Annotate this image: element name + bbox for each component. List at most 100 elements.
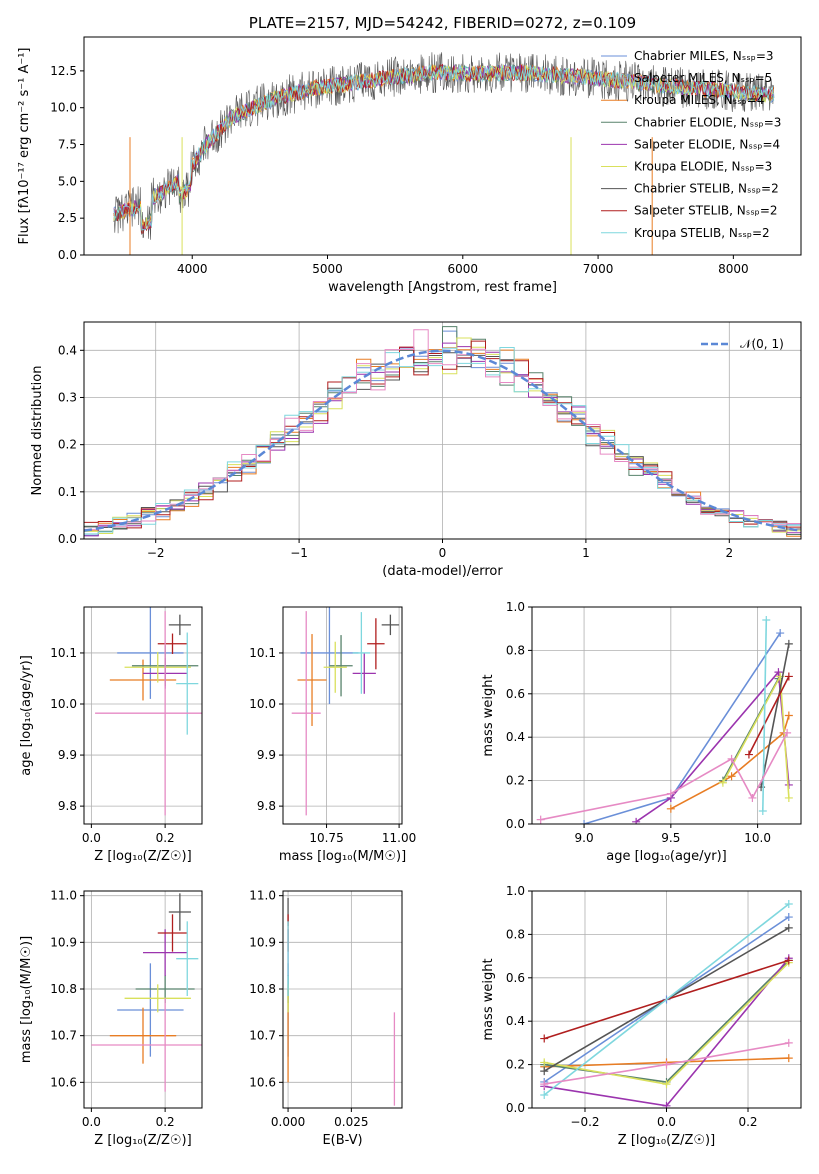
massweight-vs-z-marker	[784, 1054, 793, 1063]
mass-vs-z-point	[109, 1007, 177, 1064]
massweight-vs-z-marker	[540, 1090, 549, 1099]
spectrum-series-line	[113, 63, 774, 234]
spectrum-legend-label: Salpeter ELODIE, Nₛₛₚ=4	[634, 137, 780, 151]
massweight-vs-age-series-line	[760, 643, 790, 788]
massweight-vs-z-ytick-label: 0.8	[506, 927, 525, 941]
massweight-vs-age-marker	[632, 817, 641, 824]
spectrum-ytick-label: 2.5	[58, 211, 77, 225]
mass-vs-z-ytick-label: 10.8	[50, 982, 77, 996]
mass-vs-ebv-xtick-label: 0.000	[271, 1115, 305, 1129]
spectrum-ylabel: Flux [fλ10⁻¹⁷ erg cm⁻² s⁻¹ A⁻¹]	[17, 48, 32, 245]
mass-vs-ebv-ytick-label: 10.7	[249, 1029, 276, 1043]
spectrum-axes: 4000 5000 6000 7000 8000 0.0 2.5 5.0 7.5 10.0 12.5	[50, 64, 748, 276]
age-vs-mass-ytick-label: 9.8	[257, 799, 276, 813]
age-vs-mass-point	[367, 618, 385, 670]
age-vs-z-point	[124, 651, 191, 683]
massweight-vs-age-series-line	[748, 676, 790, 755]
massweight-vs-age-lines	[536, 616, 793, 824]
residuals-xtick-label: 0	[439, 546, 447, 560]
massweight-vs-z-marker	[540, 1080, 549, 1089]
mass-vs-ebv-ytick-label: 10.6	[249, 1075, 276, 1089]
mass-vs-z-ytick-label: 10.9	[50, 935, 77, 949]
massweight-vs-age-marker	[718, 778, 727, 787]
massweight-vs-z-marker	[540, 1067, 549, 1076]
age-vs-mass-xlabel: mass [log₁₀(M/M☉)]	[279, 849, 406, 864]
spectrum-xtick-label: 5000	[312, 262, 343, 276]
massweight-vs-age-marker	[744, 750, 753, 759]
spectrum-legend-label: Salpeter STELIB, Nₛₛₚ=2	[634, 204, 778, 218]
spectrum-legend-label: Chabrier ELODIE, Nₛₛₚ=3	[634, 115, 781, 129]
massweight-vs-age-ytick-label: 1.0	[506, 600, 525, 614]
age-vs-mass-axes: 10.75 11.00 9.8 9.9 10.0 10.1	[249, 607, 416, 845]
age-vs-mass-point	[381, 614, 400, 636]
spectrum-xtick-label: 4000	[177, 262, 208, 276]
massweight-vs-age-frame	[531, 606, 802, 825]
massweight-vs-z-ytick-label: 1.0	[506, 884, 525, 898]
massweight-vs-z-ytick-label: 0.2	[506, 1058, 525, 1072]
massweight-vs-age-xtick-label: 9.0	[575, 831, 594, 845]
massweight-vs-age-ytick-label: 0.2	[506, 774, 525, 788]
mass-vs-ebv-ytick-label: 10.9	[249, 935, 276, 949]
spectrum-xtick-label: 6000	[448, 262, 479, 276]
massweight-vs-age-marker	[666, 789, 675, 798]
massweight-vs-z-xtick-label: 0.2	[738, 1115, 757, 1129]
residuals-xtick-label: 2	[725, 546, 733, 560]
massweight-vs-z-xtick-label: −0.2	[570, 1115, 599, 1129]
residuals-legend-label: 𝒩(0, 1)	[740, 337, 784, 351]
massweight-vs-age-series-line	[540, 732, 788, 821]
massweight-vs-z-marker	[662, 1080, 671, 1089]
mass-vs-z-ytick-label: 10.6	[50, 1075, 77, 1089]
age-vs-z-xtick-label: 0.0	[82, 831, 101, 845]
massweight-vs-z-xlabel: Z [log₁₀(Z/Z☉)]	[618, 1133, 715, 1148]
massweight-vs-z-ytick-label: 0.6	[506, 971, 525, 985]
age-vs-mass-points	[291, 607, 400, 816]
age-vs-z-ytick-label: 9.8	[58, 799, 77, 813]
mass-vs-z-xtick-label: 0.2	[156, 1115, 175, 1129]
age-vs-z-xlabel: Z [log₁₀(Z/Z☉)]	[94, 849, 191, 864]
residuals-histogram	[84, 329, 801, 530]
mass-vs-z-frame	[83, 890, 203, 1109]
massweight-vs-z-marker	[784, 900, 793, 909]
age-vs-mass-point	[297, 634, 327, 726]
mass-vs-z-point	[157, 914, 188, 952]
age-vs-mass-ytick-label: 10.0	[249, 697, 276, 711]
age-vs-mass-ytick-label: 9.9	[257, 748, 276, 762]
massweight-vs-z-xtick-label: 0.0	[657, 1115, 676, 1129]
spectrum-legend-label: Salpeter MILES, Nₛₛₚ=5	[634, 71, 772, 85]
massweight-vs-age-xtick-label: 10.0	[744, 831, 771, 845]
massweight-vs-age-marker	[784, 793, 793, 802]
spectrum-legend-label: Chabrier STELIB, Nₛₛₚ=2	[634, 182, 779, 196]
massweight-vs-age-xtick-label: 9.5	[661, 831, 680, 845]
massweight-vs-z-marker	[784, 1038, 793, 1047]
spectrum-title: PLATE=2157, MJD=54242, FIBERID=0272, z=0…	[249, 14, 636, 32]
massweight-vs-z-marker	[784, 923, 793, 932]
massweight-vs-age-marker	[748, 793, 757, 802]
massweight-vs-age-ylabel: mass weight	[481, 674, 496, 756]
massweight-vs-age-marker	[580, 820, 589, 824]
massweight-vs-z-marker	[540, 1058, 549, 1067]
age-vs-z-ytick-label: 10.0	[50, 697, 77, 711]
massweight-vs-age-marker	[776, 629, 785, 638]
age-vs-mass-xtick-label: 11.00	[382, 831, 416, 845]
spectrum-ytick-label: 10.0	[50, 101, 77, 115]
massweight-vs-age-marker	[727, 772, 736, 781]
mass-vs-z-point	[168, 893, 191, 931]
spectrum-legend-label: Kroupa MILES, Nₛₛₚ=4	[634, 93, 764, 107]
massweight-vs-age-marker	[783, 728, 792, 737]
spectrum-legend-label: Kroupa STELIB, Nₛₛₚ=2	[634, 226, 770, 240]
mass-vs-z-point	[176, 921, 199, 996]
massweight-vs-age-marker	[762, 616, 771, 625]
massweight-vs-z-ytick-label: 0.4	[506, 1014, 525, 1028]
massweight-vs-age-marker	[536, 815, 545, 824]
mass-vs-ebv-axes: 0.000 0.025 10.6 10.7 10.8 10.9 11.0	[249, 889, 402, 1129]
massweight-vs-age-marker	[774, 668, 783, 677]
residuals-ytick-label: 0.1	[58, 485, 77, 499]
residuals-gaussian-curve	[84, 349, 801, 532]
age-vs-z-xtick-label: 0.2	[156, 831, 175, 845]
mass-vs-ebv-ytick-label: 11.0	[249, 889, 276, 903]
spectrum-ytick-label: 0.0	[58, 248, 77, 262]
mass-vs-ebv-points	[287, 898, 396, 1106]
spectrum-series-line	[113, 64, 775, 231]
massweight-vs-age-marker	[666, 804, 675, 813]
age-vs-z-point	[157, 633, 188, 654]
